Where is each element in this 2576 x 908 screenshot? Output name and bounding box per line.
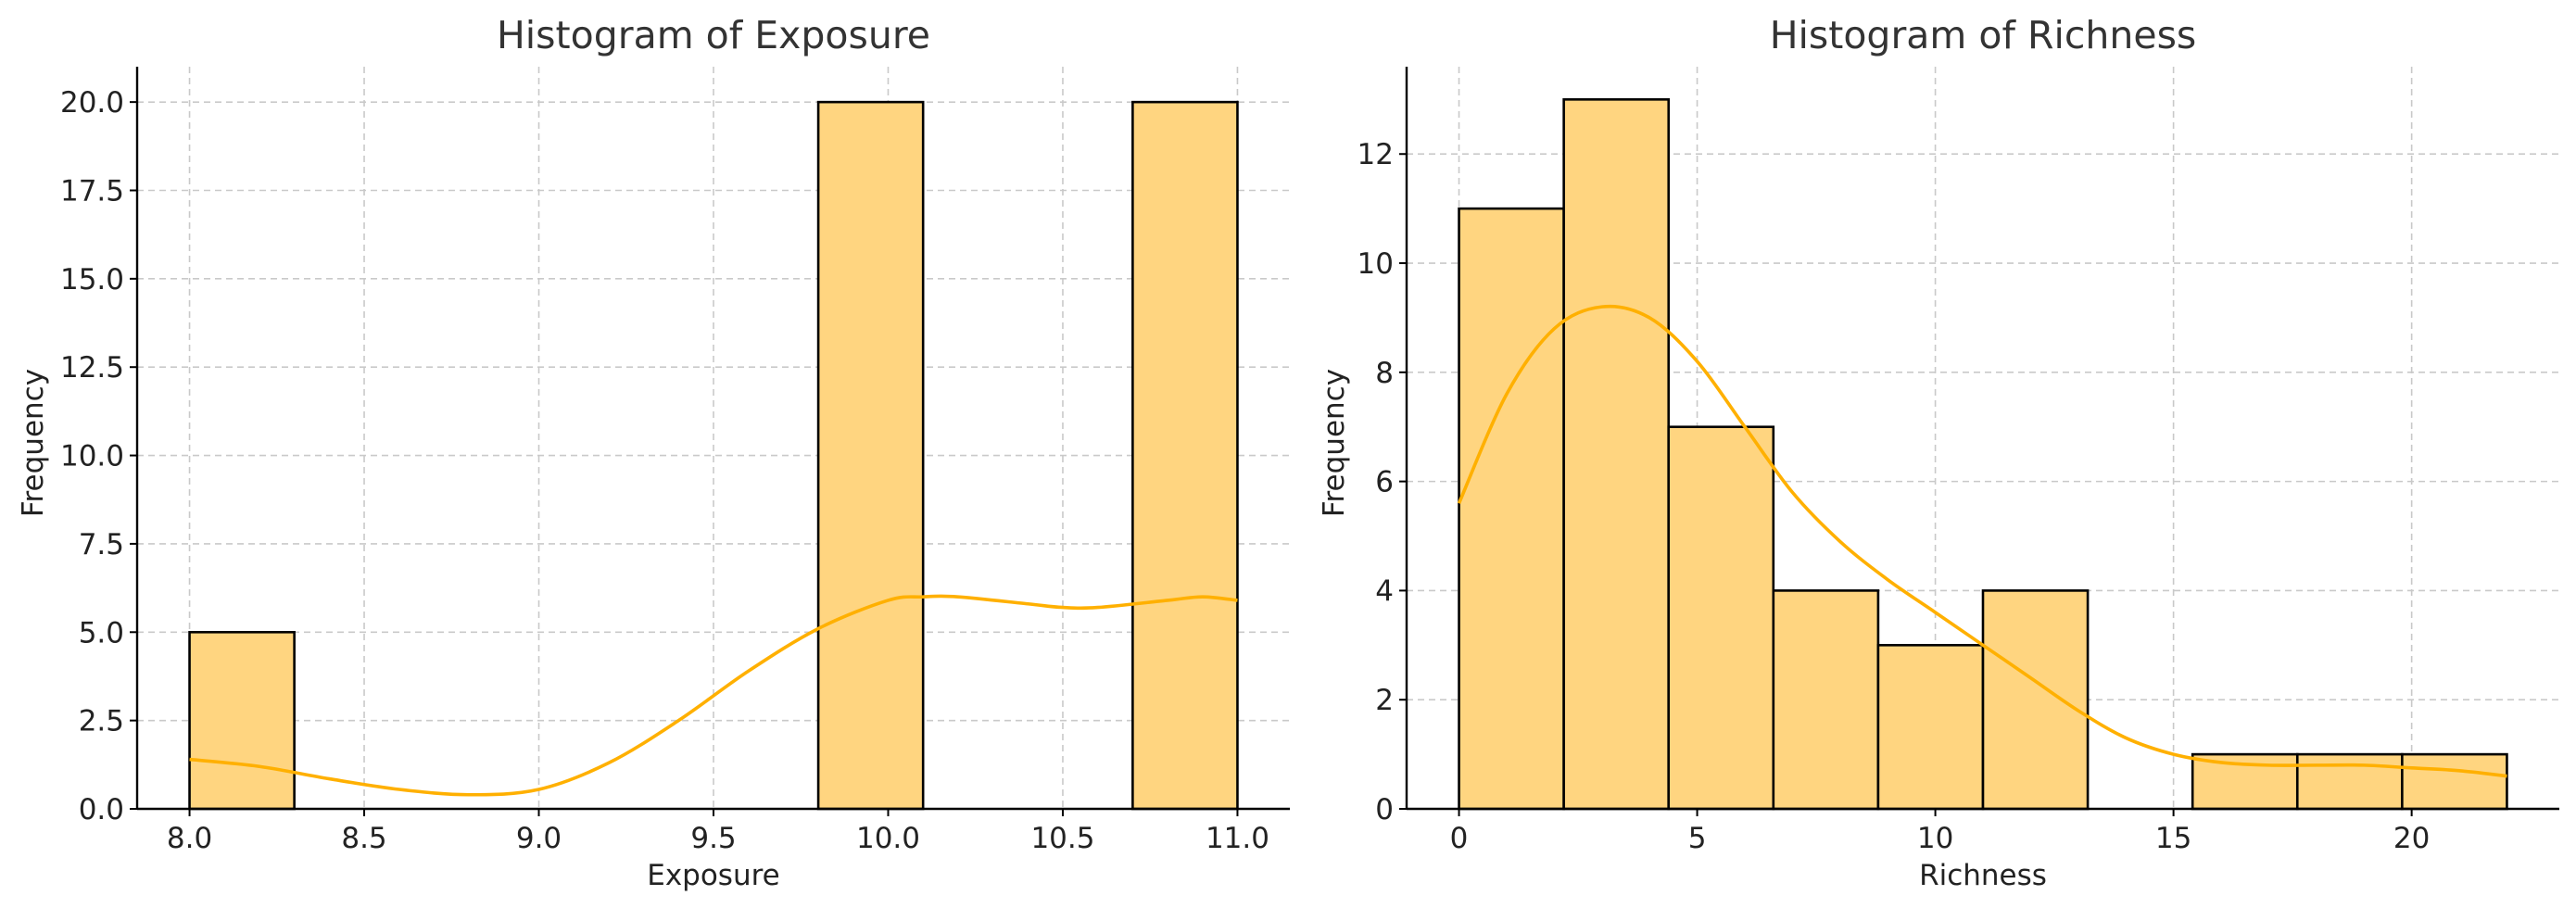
x-axis-label: Exposure: [647, 859, 780, 892]
y-tick-label: 5.0: [79, 616, 124, 649]
y-tick-label: 2.5: [79, 705, 124, 738]
kde-line: [1457, 304, 2507, 778]
histogram-bar: [2401, 752, 2508, 811]
y-tick-label: 12: [1357, 138, 1394, 171]
y-tick-label: 12.5: [60, 351, 124, 385]
y-tick-label: 20.0: [60, 86, 124, 120]
y-tick-label: 7.5: [79, 528, 124, 561]
y-tick-label: 0: [1375, 793, 1394, 826]
histogram-bar: [1458, 207, 1565, 811]
x-tick-label: 11.0: [1206, 822, 1269, 855]
y-tick-label: 15.0: [60, 263, 124, 296]
x-tick-label: 10.0: [856, 822, 920, 855]
histogram-bar: [1562, 98, 1671, 811]
y-axis-label: Frequency: [17, 369, 50, 517]
x-tick-label: 8.0: [167, 822, 212, 855]
y-tick-label: 10.0: [60, 440, 124, 473]
x-tick-label: 20: [2393, 822, 2430, 855]
y-tick-label: 0.0: [79, 793, 124, 826]
richness-histogram-panel: Histogram of Richness Richness Frequency…: [1318, 13, 2559, 892]
y-tick-label: 6: [1375, 466, 1394, 499]
x-tick-label: 15: [2155, 822, 2191, 855]
y-tick-label: 8: [1375, 357, 1394, 390]
x-tick-label: 0: [1450, 822, 1469, 855]
histogram-bar: [1667, 425, 1775, 811]
histogram-bar: [816, 100, 925, 811]
bars: [1458, 98, 2508, 811]
y-tick-label: 2: [1375, 684, 1394, 717]
histogram-bar: [1981, 589, 2090, 811]
y-axis-label: Frequency: [1318, 369, 1351, 517]
histogram-bar: [188, 630, 296, 811]
x-tick-label: 5: [1688, 822, 1707, 855]
x-tick-label: 9.5: [690, 822, 736, 855]
histogram-bar: [1876, 644, 1985, 811]
chart-title: Histogram of Richness: [1770, 13, 2197, 57]
x-tick-label: 10.5: [1030, 822, 1094, 855]
histogram-bar: [1131, 100, 1239, 811]
x-axis-label: Richness: [1919, 859, 2047, 892]
x-tick-label: 8.5: [341, 822, 386, 855]
y-tick-label: 17.5: [60, 175, 124, 208]
histogram-bar: [1772, 589, 1880, 811]
bars: [188, 100, 1239, 811]
x-tick-label: 9.0: [516, 822, 562, 855]
chart-title: Histogram of Exposure: [497, 13, 930, 57]
exposure-histogram-panel: Histogram of Exposure Exposure Frequency…: [17, 13, 1290, 892]
x-tick-label: 10: [1917, 822, 1953, 855]
kde-line: [189, 594, 1238, 797]
histogram-bar: [2295, 752, 2404, 811]
y-tick-label: 4: [1375, 574, 1394, 608]
y-tick-label: 10: [1357, 247, 1394, 281]
